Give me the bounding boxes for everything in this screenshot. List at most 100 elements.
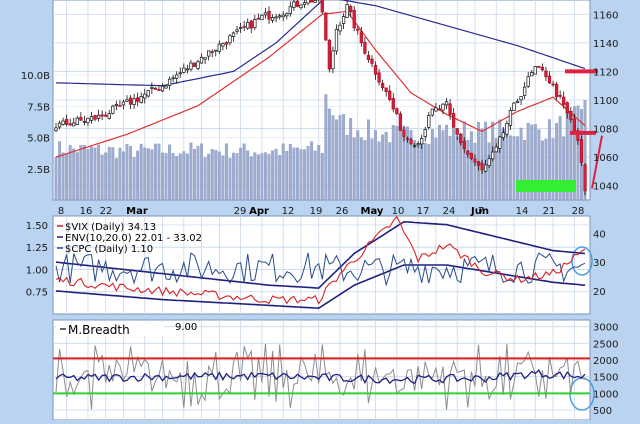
volume-bars xyxy=(54,94,587,200)
candle-up xyxy=(167,78,172,86)
candle-down xyxy=(309,0,314,3)
candle-up xyxy=(263,12,268,16)
candle-up xyxy=(491,151,495,160)
volume-bar xyxy=(537,129,541,200)
candle-down xyxy=(366,54,371,60)
candlesticks xyxy=(54,0,587,196)
volume-bar xyxy=(118,147,122,200)
volume-bar xyxy=(239,147,243,200)
volume-bar xyxy=(320,152,324,200)
volume-bar xyxy=(310,141,314,200)
candle-down xyxy=(79,116,83,121)
volume-bar xyxy=(448,135,452,200)
candle-up xyxy=(86,117,90,124)
volume-bar xyxy=(171,153,175,200)
volume-bar xyxy=(370,138,374,200)
candle-up xyxy=(54,127,58,132)
volume-bar xyxy=(68,145,72,200)
candle-up xyxy=(441,103,445,111)
date-tick-label: 10 xyxy=(392,206,405,217)
volume-bar xyxy=(558,116,562,200)
candle-up xyxy=(189,62,193,70)
candle-down xyxy=(462,140,466,150)
vix-line xyxy=(55,216,586,305)
volume-bar xyxy=(551,138,555,200)
ind-left-tick: 1.00 xyxy=(26,265,48,276)
date-tick-label: 26 xyxy=(336,206,349,217)
volume-bar xyxy=(423,142,427,200)
volume-bar xyxy=(572,106,576,200)
date-tick-label: 12 xyxy=(282,206,295,217)
candle-down xyxy=(579,139,584,163)
candle-down xyxy=(448,103,452,115)
candle-up xyxy=(423,129,427,137)
candle-down xyxy=(569,110,573,120)
volume-bar xyxy=(178,153,182,200)
ema-fast-line xyxy=(55,10,586,158)
ind-left-tick: 1.50 xyxy=(26,221,48,232)
date-tick-label: 22 xyxy=(100,206,113,217)
candle-down xyxy=(249,20,253,29)
breadth-tick-label: 1000 xyxy=(593,389,618,400)
candle-up xyxy=(221,43,225,47)
candle-up xyxy=(246,22,250,29)
volume-bar xyxy=(366,119,370,200)
candle-up xyxy=(334,28,339,52)
volume-bar xyxy=(313,150,317,200)
candle-down xyxy=(409,139,413,144)
volume-bar xyxy=(335,119,338,200)
volume-bar xyxy=(406,126,409,200)
vix-legend: $VIX (Daily) 34.13 ENV(10,20.0) 22.01 - … xyxy=(57,222,202,255)
price-tick-label: 1140 xyxy=(593,39,618,50)
volume-bar xyxy=(555,123,559,200)
volume-bar xyxy=(292,147,296,200)
candle-up xyxy=(292,1,296,8)
volume-bar xyxy=(576,105,580,200)
volume-bar xyxy=(107,147,111,200)
candle-down xyxy=(398,113,403,131)
candle-up xyxy=(430,108,434,116)
volume-bar xyxy=(288,143,292,200)
volume-bar xyxy=(466,139,470,200)
candle-up xyxy=(483,164,488,172)
volume-bar xyxy=(72,148,76,200)
candle-up xyxy=(501,132,505,138)
candle-down xyxy=(192,62,197,67)
volume-bar xyxy=(153,143,157,200)
volume-bar xyxy=(157,143,161,200)
volume-bar xyxy=(200,143,204,200)
volume-bar xyxy=(210,149,214,200)
volume-bar xyxy=(217,151,221,200)
volume-bar xyxy=(256,154,260,200)
candle-up xyxy=(299,4,303,9)
candle-down xyxy=(373,65,378,75)
candle-down xyxy=(352,9,356,29)
volume-bar xyxy=(416,145,420,200)
candle-down xyxy=(349,5,353,13)
candle-up xyxy=(278,15,282,18)
candle-up xyxy=(270,17,275,21)
volume-bar xyxy=(540,140,544,200)
volume-bar xyxy=(359,137,363,200)
volume-bar xyxy=(544,138,548,200)
axis-labels: 8 16 22 29 12 19 26 10 17 24 7 14 21 28 Mar Apr May Jun 10… xyxy=(21,10,619,417)
date-tick-label: 28 xyxy=(572,206,585,217)
candle-down xyxy=(118,105,122,107)
candle-down xyxy=(128,97,133,105)
candle-down xyxy=(324,12,328,41)
breadth-tick-label: 1500 xyxy=(593,373,618,384)
candle-up xyxy=(203,57,207,60)
volume-bar xyxy=(79,145,83,200)
candle-down xyxy=(65,118,69,125)
candle-down xyxy=(469,152,474,159)
volume-bar xyxy=(427,144,431,200)
volume-bar xyxy=(430,129,434,200)
candle-down xyxy=(100,114,104,117)
candle-up xyxy=(61,120,65,125)
candle-down xyxy=(384,87,388,92)
candle-down xyxy=(395,108,399,114)
volume-tick-label: 5.0B xyxy=(27,134,50,145)
candle-down xyxy=(459,134,463,144)
volume-bar xyxy=(185,153,189,200)
